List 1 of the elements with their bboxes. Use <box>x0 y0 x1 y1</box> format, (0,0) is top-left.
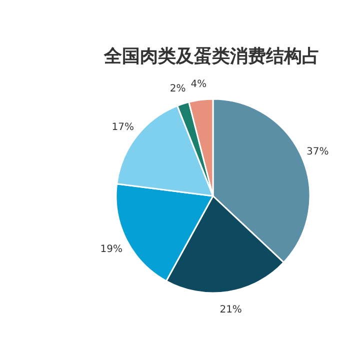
title: 全国肉类及蛋类消费结构占 <box>104 46 320 67</box>
